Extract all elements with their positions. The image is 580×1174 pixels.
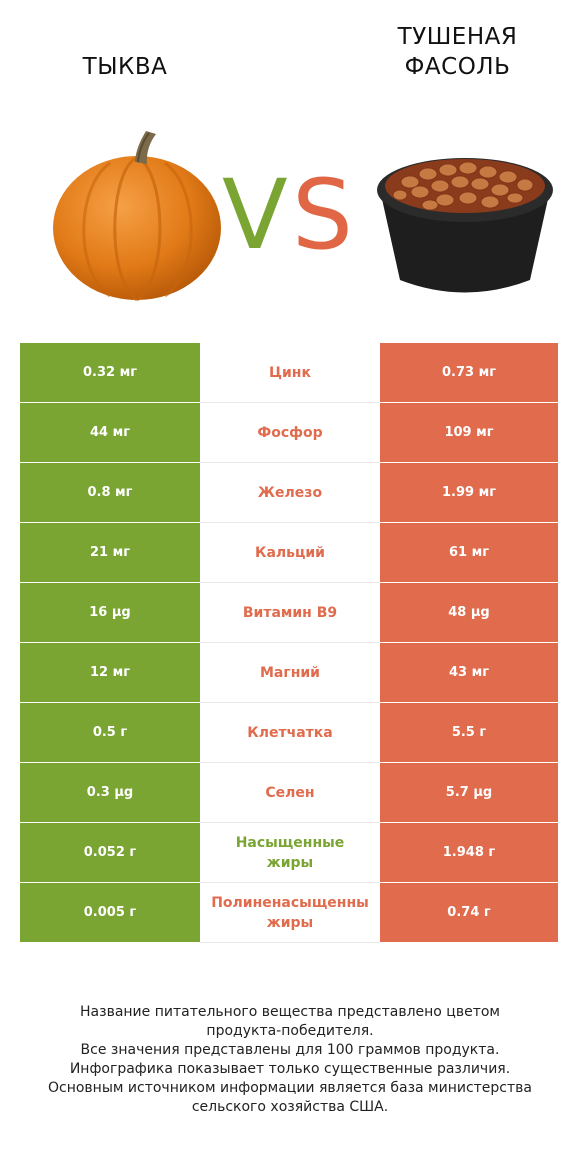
nutrient-name-line-2: жиры (266, 854, 314, 871)
baked-beans-image (377, 158, 553, 293)
table-row: 0.005 г Полиненасыщенны жиры 0.74 г (20, 882, 558, 943)
left-value: 0.005 г (20, 882, 200, 943)
right-value: 43 мг (380, 642, 558, 703)
footer-notes: Название питательного вещества представл… (20, 1003, 560, 1117)
nutrient-name: Витамин B9 (200, 582, 380, 643)
right-value: 5.5 г (380, 702, 558, 763)
left-value: 0.8 мг (20, 462, 200, 523)
nutrient-comparison-table: 0.32 мг Цинк 0.73 мг 44 мг Фосфор 109 мг… (20, 343, 558, 943)
footer-line: Название питательного вещества представл… (80, 1004, 500, 1020)
table-row: 16 µg Витамин B9 48 µg (20, 582, 558, 643)
nutrient-name: Селен (200, 762, 380, 823)
nutrient-name-line-1: Полиненасыщенны (211, 894, 369, 911)
right-value: 1.948 г (380, 822, 558, 883)
table-row: 12 мг Магний 43 мг (20, 642, 558, 703)
left-value: 0.3 µg (20, 762, 200, 823)
right-title-line-2: ФАСОЛЬ (404, 54, 511, 80)
vs-letter-v: V (222, 159, 288, 271)
right-value: 0.73 мг (380, 343, 558, 403)
vs-letter-s: S (292, 159, 353, 271)
left-value: 0.052 г (20, 822, 200, 883)
table-row: 44 мг Фосфор 109 мг (20, 402, 558, 463)
nutrient-name: Фосфор (200, 402, 380, 463)
nutrient-name: Железо (200, 462, 380, 523)
nutrient-name: Кальций (200, 522, 380, 583)
left-value: 0.32 мг (20, 343, 200, 403)
right-value: 61 мг (380, 522, 558, 583)
nutrient-name: Клетчатка (200, 702, 380, 763)
footer-line: Основным источником информации является … (48, 1080, 532, 1096)
left-product-title: ТЫКВА (82, 54, 168, 80)
nutrient-name-line-2: жиры (266, 914, 314, 931)
table-row: 0.32 мг Цинк 0.73 мг (20, 343, 558, 403)
nutrient-name: Цинк (200, 343, 380, 403)
nutrient-name: Насыщенные жиры (200, 822, 380, 883)
right-product-title: ТУШЕНАЯ ФАСОЛЬ (350, 22, 565, 82)
right-value: 48 µg (380, 582, 558, 643)
left-value: 16 µg (20, 582, 200, 643)
left-value: 12 мг (20, 642, 200, 703)
pumpkin-image (53, 131, 221, 302)
left-value: 21 мг (20, 522, 200, 583)
footer-line: Инфографика показывает только существенн… (69, 1061, 511, 1077)
right-value: 5.7 µg (380, 762, 558, 823)
left-value: 44 мг (20, 402, 200, 463)
table-row: 0.3 µg Селен 5.7 µg (20, 762, 558, 823)
table-row: 0.8 мг Железо 1.99 мг (20, 462, 558, 523)
footer-line: сельского хозяйства США. (191, 1099, 389, 1115)
right-value: 0.74 г (380, 882, 558, 943)
right-value: 109 мг (380, 402, 558, 463)
right-title-line-1: ТУШЕНАЯ (397, 24, 518, 50)
left-value: 0.5 г (20, 702, 200, 763)
nutrient-name: Магний (200, 642, 380, 703)
footer-line: Все значения представлены для 100 граммо… (80, 1042, 500, 1058)
footer-line: продукта-победителя. (206, 1023, 374, 1039)
nutrient-name: Полиненасыщенны жиры (200, 882, 380, 943)
table-row: 21 мг Кальций 61 мг (20, 522, 558, 583)
nutrient-name-line-1: Насыщенные (235, 834, 345, 851)
right-value: 1.99 мг (380, 462, 558, 523)
table-row: 0.5 г Клетчатка 5.5 г (20, 702, 558, 763)
table-row: 0.052 г Насыщенные жиры 1.948 г (20, 822, 558, 883)
